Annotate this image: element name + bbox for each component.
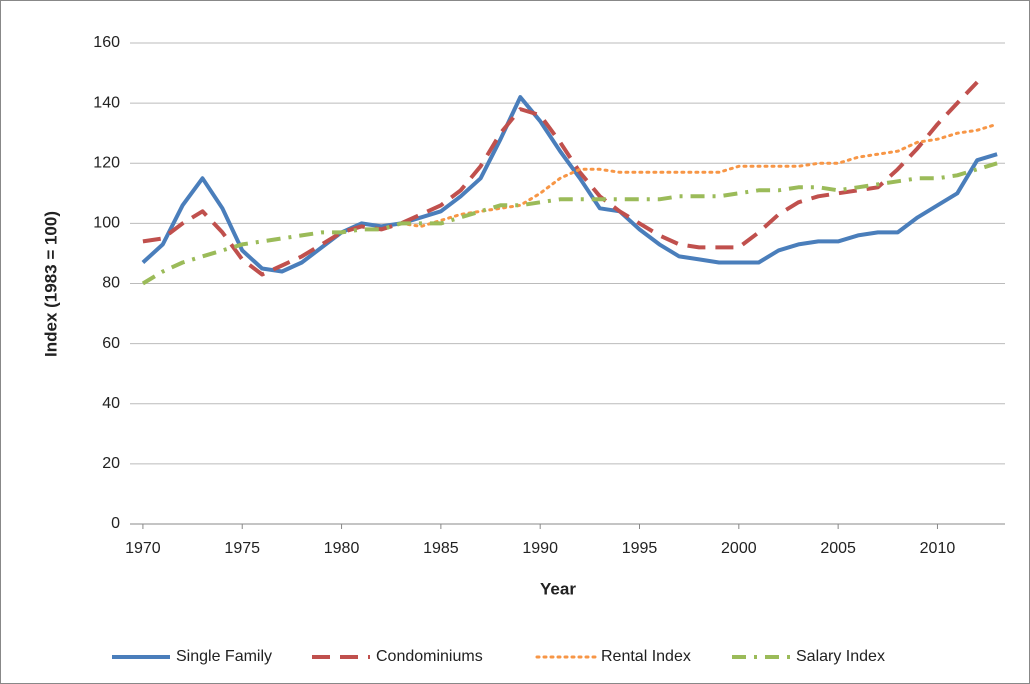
series-line xyxy=(399,122,999,228)
y-tick-label: 20 xyxy=(102,455,120,472)
x-tick-label: 2010 xyxy=(920,540,956,557)
x-tick-label: 1985 xyxy=(423,540,459,557)
legend-label: Salary Index xyxy=(796,648,885,665)
y-tick-label: 120 xyxy=(93,154,120,171)
x-tick-label: 2005 xyxy=(820,540,856,557)
legend-label: Rental Index xyxy=(601,648,691,665)
y-tick-label: 160 xyxy=(93,34,120,51)
y-tick-label: 60 xyxy=(102,335,120,352)
series-line xyxy=(141,161,998,286)
y-tick-label: 0 xyxy=(111,515,120,532)
x-tick-label: 1970 xyxy=(125,540,161,557)
legend-label: Single Family xyxy=(176,648,272,665)
y-tick-label: 140 xyxy=(93,94,120,111)
y-tick-label: 100 xyxy=(93,215,120,232)
x-tick-label: 2000 xyxy=(721,540,757,557)
legend-label: Condominiums xyxy=(376,648,483,665)
x-tick-label: 1980 xyxy=(324,540,360,557)
x-axis-title: Year xyxy=(540,579,576,598)
x-tick-label: 1990 xyxy=(522,540,558,557)
x-tick-label: 1975 xyxy=(224,540,260,557)
series-line xyxy=(142,80,979,277)
y-tick-label: 40 xyxy=(102,395,120,412)
x-tick-label: 1995 xyxy=(622,540,658,557)
series-line xyxy=(141,95,998,274)
y-tick-label: 80 xyxy=(102,275,120,292)
y-axis-title: Index (1983 = 100) xyxy=(41,211,60,357)
